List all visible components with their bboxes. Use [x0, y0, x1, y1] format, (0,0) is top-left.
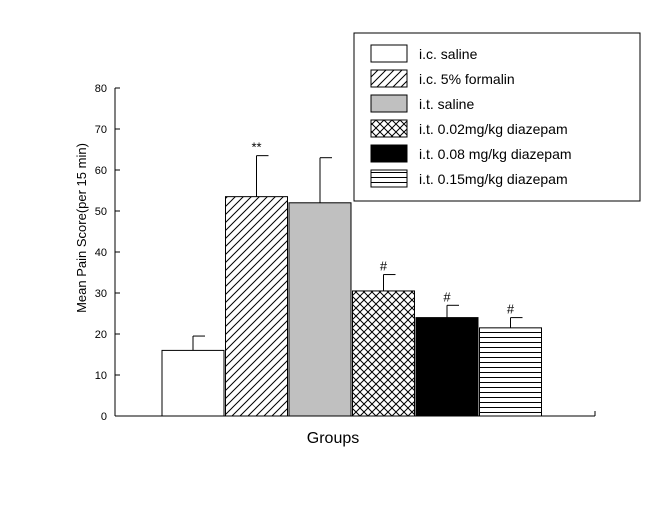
y-tick-label: 20	[95, 329, 107, 341]
y-tick-label: 60	[95, 165, 107, 177]
significance-label-6: #	[507, 302, 515, 317]
bars-group: ** # # #	[161, 140, 542, 417]
legend-label-5: i.t. 0.08 mg/kg diazepam	[419, 146, 572, 162]
y-tick-label: 80	[95, 83, 107, 95]
legend-swatch-5	[370, 144, 408, 163]
legend-swatch-6	[370, 169, 408, 188]
legend-swatch-2	[370, 69, 408, 88]
legend-swatch-1	[370, 44, 408, 63]
legend-swatch-3	[370, 94, 408, 113]
legend-label-6: i.t. 0.15mg/kg diazepam	[419, 171, 568, 187]
y-axis-title: Mean Pain Score(per 15 min)	[74, 143, 89, 313]
legend: i.c. saline i.c. 5% formalin i.t. saline i.…	[353, 32, 641, 202]
legend-label-4: i.t. 0.02mg/kg diazepam	[419, 121, 568, 137]
significance-label-2: **	[251, 140, 261, 155]
bar-1	[161, 349, 225, 417]
y-tick-label: 30	[95, 288, 107, 300]
y-tick-label: 70	[95, 124, 107, 136]
bar-3	[288, 202, 352, 417]
bar-6	[479, 327, 542, 417]
legend-label-3: i.t. saline	[419, 96, 474, 112]
significance-label-4: #	[380, 259, 388, 274]
legend-label-2: i.c. 5% formalin	[419, 71, 515, 87]
bar-5	[415, 317, 479, 417]
significance-label-5: #	[443, 289, 451, 304]
legend-label-1: i.c. saline	[419, 46, 478, 62]
legend-swatch-4	[370, 119, 408, 138]
y-axis-ticks: 0 10 20 30 40 50 60 70 80	[95, 83, 120, 423]
y-tick-label: 40	[95, 247, 107, 259]
bar-2	[225, 196, 288, 417]
y-tick-label: 0	[101, 411, 107, 423]
y-tick-label: 50	[95, 206, 107, 218]
y-tick-label: 10	[95, 370, 107, 382]
x-axis-title: Groups	[307, 430, 359, 447]
bar-4	[352, 290, 415, 417]
